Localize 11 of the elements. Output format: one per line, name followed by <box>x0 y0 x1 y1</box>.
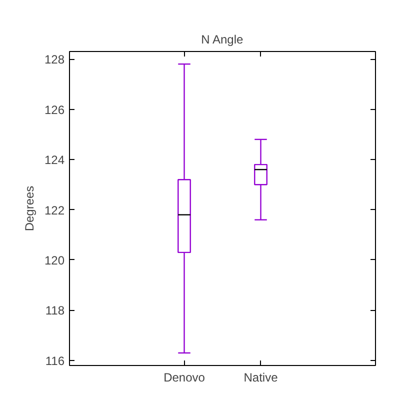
x-tick-label: Denovo <box>164 370 206 384</box>
x-tick-label: Native <box>244 370 278 384</box>
y-tick-label: 116 <box>45 354 65 368</box>
chart-title: N Angle <box>201 32 244 46</box>
y-axis-title: Degrees <box>22 186 36 232</box>
y-tick-label: 120 <box>44 253 65 268</box>
y-tick-label: 124 <box>44 153 65 168</box>
y-tick-label: 118 <box>45 304 65 318</box>
y-tick-label: 126 <box>44 102 65 117</box>
y-tick-label: 122 <box>44 203 65 218</box>
y-tick-label: 128 <box>44 52 65 67</box>
